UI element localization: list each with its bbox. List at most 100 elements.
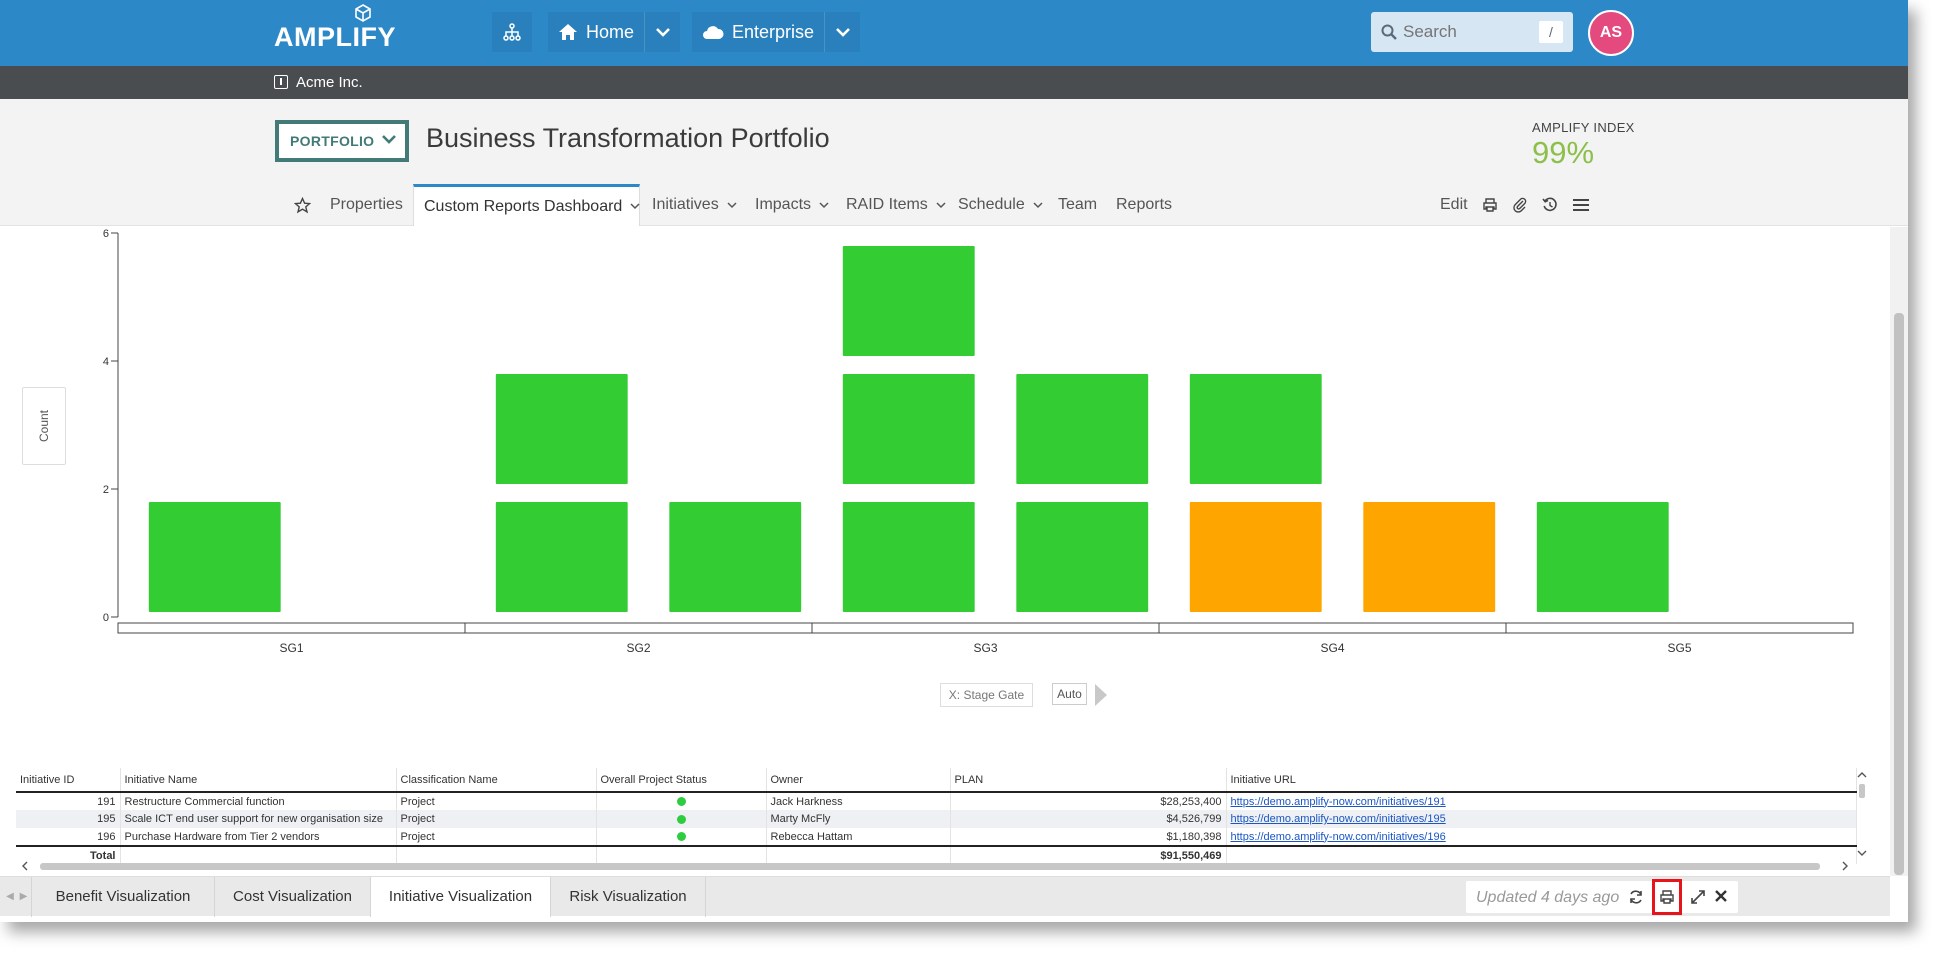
history-icon[interactable] (1541, 197, 1558, 213)
sheet-tab-benefit-visualization[interactable]: Benefit Visualization (32, 877, 215, 917)
y-tick-label: 2 (103, 484, 109, 496)
scrollbar-thumb[interactable] (1894, 313, 1904, 875)
chart-box (1536, 501, 1669, 613)
cell-url: https://demo.amplify-now.com/initiatives… (1226, 828, 1857, 846)
home-label: Home (586, 21, 635, 42)
column-header[interactable]: Classification Name (396, 768, 597, 793)
print-icon[interactable] (1482, 197, 1498, 213)
menu-icon[interactable] (1572, 197, 1590, 213)
scroll-left-icon[interactable] (20, 860, 30, 872)
horizontal-scrollbar[interactable] (16, 860, 1856, 872)
cell-classification: Project (396, 828, 597, 846)
cell-plan: $1,180,398 (950, 828, 1227, 846)
tab-raid-items[interactable]: RAID Items (846, 184, 946, 226)
initiative-link[interactable]: https://demo.amplify-now.com/initiatives… (1230, 813, 1446, 825)
tab-schedule[interactable]: Schedule (958, 184, 1043, 226)
scroll-right-icon[interactable] (1840, 860, 1850, 872)
initiative-link[interactable]: https://demo.amplify-now.com/initiatives… (1230, 795, 1446, 808)
cell-initiative-id: 196 (16, 828, 121, 846)
tab-team[interactable]: Team (1058, 196, 1098, 213)
tab-reports[interactable]: Reports (1116, 196, 1173, 213)
sheet-tab-initiative-visualization[interactable]: Initiative Visualization (371, 877, 551, 917)
chevron-down-icon (936, 201, 946, 208)
organization-name[interactable]: Acme Inc. (296, 74, 363, 91)
sitemap-button[interactable] (492, 12, 532, 52)
cell-plan: $28,253,400 (950, 792, 1227, 810)
sheet-tab-risk-visualization[interactable]: Risk Visualization (551, 877, 706, 917)
sheet-next-button[interactable]: ▶ (16, 877, 32, 917)
stage-gate-chart: 0 2 4 6 SG1 SG2 SG3 SG4 SG5 (103, 228, 1854, 655)
cell-initiative-id: 191 (16, 792, 121, 810)
search-icon (1381, 24, 1397, 40)
chevron-down-icon (655, 28, 670, 37)
portfolio-selector-button[interactable]: PORTFOLIO (275, 120, 409, 162)
portfolio-label: PORTFOLIO (290, 133, 375, 149)
tab-properties[interactable]: Properties (330, 196, 403, 213)
tab-impacts[interactable]: Impacts (755, 184, 829, 226)
status-panel (1466, 881, 1738, 913)
column-header[interactable]: Overall Project Status (596, 768, 767, 793)
table-row[interactable]: 195 Scale ICT end user support for new o… (16, 810, 1857, 828)
home-dropdown-toggle[interactable] (644, 12, 680, 52)
enterprise-dropdown-toggle[interactable] (824, 12, 860, 52)
cell-status (596, 828, 767, 846)
y-tick-label: 6 (103, 228, 109, 240)
cloud-icon (703, 26, 724, 39)
column-header[interactable]: Owner (766, 768, 951, 793)
expand-icon[interactable] (1690, 889, 1706, 905)
vertical-scrollbar[interactable] (1856, 768, 1868, 860)
empty-cell (766, 845, 951, 864)
home-nav-button[interactable]: Home (548, 12, 681, 52)
play-icon[interactable] (1094, 683, 1108, 707)
y-axis-field-button[interactable] (22, 387, 66, 465)
favorite-star-button[interactable] (294, 184, 311, 226)
auto-button[interactable]: Auto (1052, 683, 1087, 705)
refresh-icon[interactable] (1628, 889, 1644, 905)
chart-box (842, 245, 975, 357)
cell-classification: Project (396, 792, 597, 810)
table-row[interactable]: 191 Restructure Commercial function Proj… (16, 792, 1857, 810)
empty-cell (120, 845, 397, 864)
empty-cell (596, 845, 767, 864)
page-vertical-scrollbar[interactable] (1890, 227, 1908, 876)
column-header[interactable]: Initiative URL (1226, 768, 1857, 793)
column-header[interactable]: Initiative ID (16, 768, 121, 793)
cell-initiative-id: 195 (16, 810, 121, 828)
search-box[interactable]: / (1371, 12, 1573, 52)
scroll-up-icon[interactable] (1856, 770, 1868, 780)
print-icon[interactable] (1659, 889, 1675, 905)
tab-initiatives[interactable]: Initiatives (652, 184, 737, 226)
header-toolbar: Edit (1440, 184, 1604, 226)
sitemap-icon (503, 23, 521, 41)
sheet-prev-button[interactable]: ◀ (6, 891, 14, 902)
cell-url: https://demo.amplify-now.com/initiatives… (1226, 792, 1857, 810)
enterprise-nav-button[interactable]: Enterprise (692, 12, 861, 52)
x-tick-label: SG4 (1320, 641, 1344, 655)
edit-button[interactable]: Edit (1440, 196, 1468, 213)
cell-url: https://demo.amplify-now.com/initiatives… (1226, 810, 1857, 828)
x-axis-field-button[interactable]: X: Stage Gate (940, 683, 1033, 707)
scrollbar-thumb[interactable] (40, 863, 1820, 870)
initiative-link[interactable]: https://demo.amplify-now.com/initiatives… (1230, 830, 1446, 843)
column-header[interactable]: PLAN (950, 768, 1227, 793)
close-icon[interactable] (1714, 889, 1728, 903)
y-axis-label-wrap: Count (22, 387, 66, 465)
tab-custom-reports-dashboard[interactable]: Custom Reports Dashboard (413, 184, 640, 226)
table-row[interactable]: 196 Purchase Hardware from Tier 2 vendor… (16, 828, 1857, 846)
sheet-tab-bar: ◀ ▶ Benefit Visualization Cost Visualiza… (0, 876, 1890, 917)
search-input[interactable] (1403, 22, 1533, 42)
scroll-down-icon[interactable] (1856, 848, 1868, 858)
user-avatar[interactable]: AS (1588, 10, 1634, 56)
empty-cell (396, 845, 597, 864)
sheet-tab-cost-visualization[interactable]: Cost Visualization (215, 877, 371, 917)
cube-logo-icon (355, 4, 371, 22)
paperclip-icon[interactable] (1512, 197, 1528, 213)
cell-initiative-name: Restructure Commercial function (120, 792, 397, 810)
x-tick-label: SG1 (279, 641, 303, 655)
y-axis-label: Count (37, 409, 51, 443)
column-header[interactable]: Initiative Name (120, 768, 397, 793)
status-dot (676, 814, 686, 824)
initiatives-table: Initiative ID Initiative Name Classifica… (16, 768, 1868, 871)
x-axis-band (117, 622, 1854, 634)
scrollbar-thumb[interactable] (1859, 784, 1865, 798)
